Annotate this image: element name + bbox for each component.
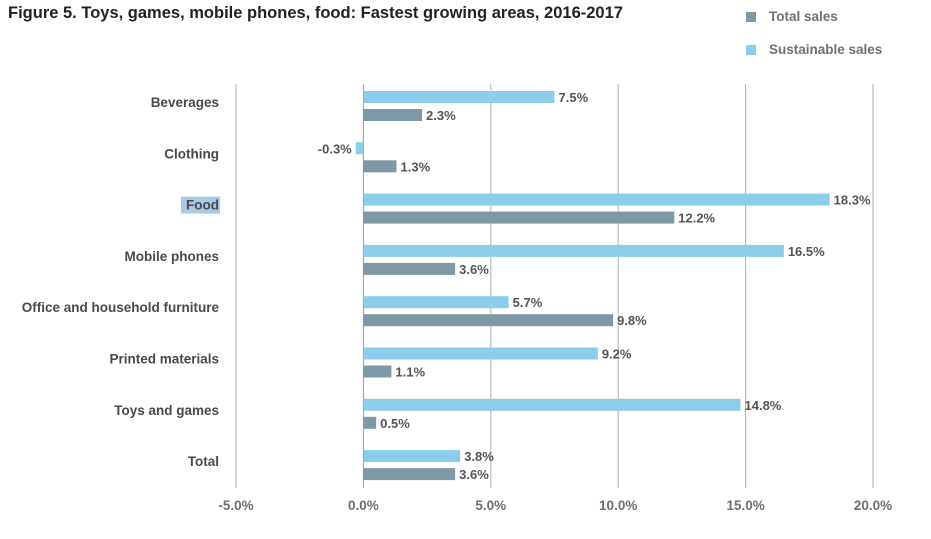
bar-total-sales bbox=[363, 365, 392, 378]
data-label-total-sales: 2.3% bbox=[426, 108, 456, 123]
category-label: Printed materials bbox=[109, 352, 219, 367]
legend-label-sustainable-sales: Sustainable sales bbox=[769, 42, 883, 57]
category-label: Food bbox=[186, 198, 219, 213]
bar-total-sales bbox=[363, 468, 456, 481]
category-highlight bbox=[181, 196, 220, 214]
x-tick-label: 20.0% bbox=[854, 498, 892, 513]
bar-total-sales bbox=[363, 262, 456, 275]
data-label-total-sales: 1.3% bbox=[401, 159, 431, 174]
legend-item-sustainable-sales: Sustainable sales bbox=[746, 42, 882, 57]
data-label-total-sales: 3.6% bbox=[459, 262, 489, 277]
data-label-sustainable-sales: -0.3% bbox=[318, 141, 352, 156]
bar-sustainable-sales bbox=[363, 296, 509, 309]
x-tick-label: -5.0% bbox=[218, 498, 253, 513]
data-label-total-sales: 0.5% bbox=[380, 416, 410, 431]
data-label-sustainable-sales: 7.5% bbox=[559, 90, 589, 105]
bar-sustainable-sales bbox=[363, 244, 784, 257]
legend-label-total-sales: Total sales bbox=[769, 9, 838, 24]
data-label-total-sales: 9.8% bbox=[617, 313, 647, 328]
bar-sustainable-sales bbox=[363, 450, 461, 463]
data-label-sustainable-sales: 5.7% bbox=[513, 295, 543, 310]
x-tick-label: 0.0% bbox=[348, 498, 379, 513]
bar-sustainable-sales bbox=[363, 193, 830, 206]
bars bbox=[355, 91, 830, 481]
gridlines bbox=[235, 84, 874, 488]
bar-total-sales bbox=[363, 211, 675, 224]
data-label-total-sales: 1.1% bbox=[395, 365, 425, 380]
legend-swatch-total-sales bbox=[746, 11, 756, 22]
x-tick-label: 5.0% bbox=[475, 498, 506, 513]
bar-total-sales bbox=[363, 314, 614, 327]
x-tick-label: 15.0% bbox=[726, 498, 764, 513]
data-label-total-sales: 12.2% bbox=[678, 211, 715, 226]
data-label-total-sales: 3.6% bbox=[459, 467, 489, 482]
data-label-sustainable-sales: 3.8% bbox=[464, 449, 494, 464]
x-tick-label: 10.0% bbox=[599, 498, 637, 513]
data-label-sustainable-sales: 16.5% bbox=[788, 244, 825, 259]
bar-sustainable-sales bbox=[363, 347, 598, 360]
bar-sustainable-sales bbox=[355, 142, 364, 155]
category-label: Total bbox=[188, 454, 219, 469]
legend-item-total-sales: Total sales bbox=[746, 9, 838, 24]
bar-total-sales bbox=[363, 160, 397, 173]
category-label: Toys and games bbox=[114, 403, 219, 418]
data-label-sustainable-sales: 9.2% bbox=[602, 347, 632, 362]
data-label-sustainable-sales: 18.3% bbox=[834, 193, 871, 208]
bar-sustainable-sales bbox=[363, 91, 555, 103]
chart-title: Figure 5. Toys, games, mobile phones, fo… bbox=[8, 4, 623, 22]
legend-swatch-sustainable-sales bbox=[746, 44, 756, 55]
labels: -5.0% 0.0% 5.0% 10.0% 15.0% 20.0% Beverages 7.5… bbox=[22, 90, 892, 513]
category-label: Office and household furniture bbox=[22, 300, 220, 315]
bar-total-sales bbox=[363, 416, 377, 429]
data-label-sustainable-sales: 14.8% bbox=[745, 398, 782, 413]
bar-sustainable-sales bbox=[363, 398, 741, 411]
category-label: Mobile phones bbox=[125, 249, 220, 264]
bar-total-sales bbox=[363, 109, 423, 121]
category-label: Clothing bbox=[164, 146, 219, 161]
category-label: Beverages bbox=[151, 95, 219, 110]
